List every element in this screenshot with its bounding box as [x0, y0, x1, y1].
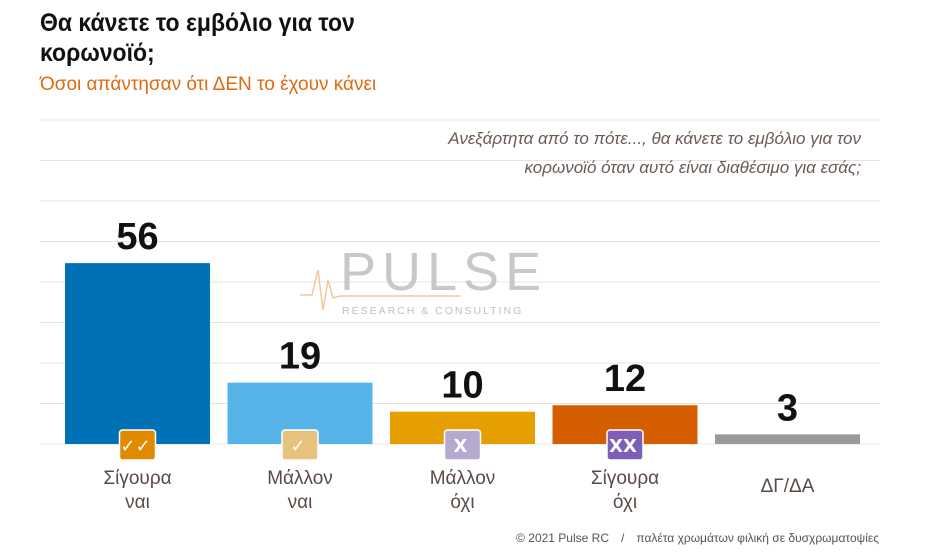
- separator: /: [620, 531, 625, 545]
- footer: © 2021 Pulse RC / παλέτα χρωμάτων φιλική σ…: [510, 531, 885, 545]
- survey-question: Ανεξάρτητα από το πότε..., θα κάνετε το …: [448, 129, 861, 177]
- copyright: © 2021 Pulse RC: [516, 531, 609, 545]
- data-label: 12: [604, 358, 646, 400]
- check-icon-glyph: ✓: [290, 436, 305, 457]
- double-x-icon-glyph: XX: [609, 436, 637, 457]
- category-label: όχι: [450, 492, 474, 513]
- category-label: Σίγουρα: [103, 468, 171, 489]
- category-label: ναι: [288, 492, 313, 513]
- data-label: 19: [279, 336, 321, 378]
- category-label: Μάλλον: [267, 468, 333, 489]
- data-label: 3: [777, 387, 798, 429]
- double-check-icon-glyph: ✓✓: [120, 436, 150, 457]
- category-label: όχι: [613, 492, 637, 513]
- watermark-logo: PULSE: [340, 242, 547, 302]
- category-label: ΔΓ/ΔΑ: [761, 476, 815, 497]
- category-label: ναι: [125, 492, 150, 513]
- double-check-icon: [118, 429, 157, 461]
- bar: [65, 263, 210, 444]
- footer-note: παλέτα χρωμάτων φιλική σε δυσχρωματοψίες: [636, 531, 879, 545]
- data-label: 10: [441, 365, 483, 407]
- chart-title: Θα κάνετε το εμβόλιο για τον κορωνοϊό;: [40, 9, 355, 67]
- x-icon-glyph: X: [454, 436, 468, 457]
- category-label: Μάλλον: [430, 468, 496, 489]
- chart-subtitle: Όσοι απάντησαν ότι ΔΕΝ το έχουν κάνει: [40, 74, 377, 95]
- watermark-pulse-line: [300, 269, 460, 311]
- x-icon: [443, 429, 482, 461]
- check-icon: [281, 429, 319, 461]
- data-label: 56: [116, 216, 158, 258]
- category-label: Σίγουρα: [591, 468, 659, 489]
- watermark-tagline: RESEARCH & CONSULTING: [342, 305, 523, 317]
- double-x-icon: [606, 429, 644, 461]
- bar: [715, 434, 860, 444]
